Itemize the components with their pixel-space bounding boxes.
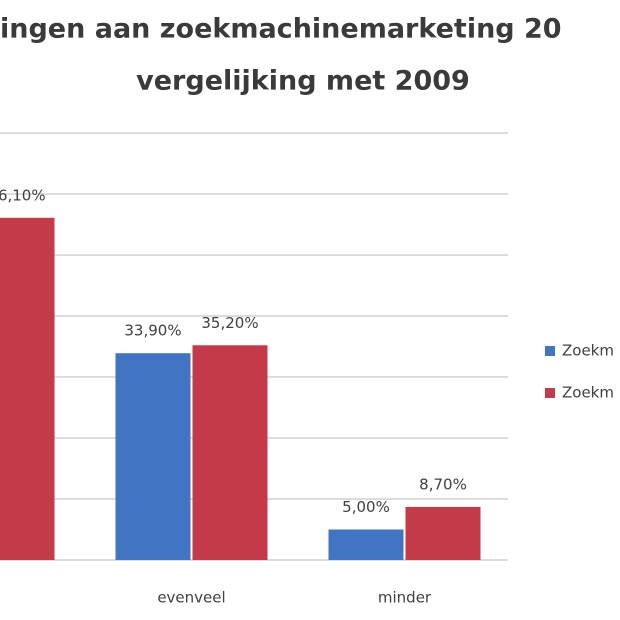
legend-swatch bbox=[545, 388, 555, 398]
value-label: 35,20% bbox=[201, 314, 258, 332]
value-label: 56,10% bbox=[0, 186, 46, 204]
bar bbox=[405, 506, 481, 560]
bar bbox=[192, 345, 268, 560]
x-tick-label: minder bbox=[378, 589, 432, 607]
value-label: 33,90% bbox=[124, 322, 181, 340]
bar bbox=[115, 353, 191, 560]
legend-label: Zoekm bbox=[562, 342, 614, 360]
bar bbox=[328, 529, 404, 560]
value-label: 8,70% bbox=[419, 475, 467, 493]
legend-label: Zoekm bbox=[562, 384, 614, 402]
legend-swatch bbox=[545, 346, 555, 356]
value-label: 5,00% bbox=[342, 498, 390, 516]
x-tick-label: evenveel bbox=[157, 589, 225, 607]
chart-title: ingen aan zoekmachinemarketing 20 bbox=[0, 14, 562, 45]
chart-title: vergelijking met 2009 bbox=[136, 66, 470, 97]
bar bbox=[0, 217, 55, 561]
